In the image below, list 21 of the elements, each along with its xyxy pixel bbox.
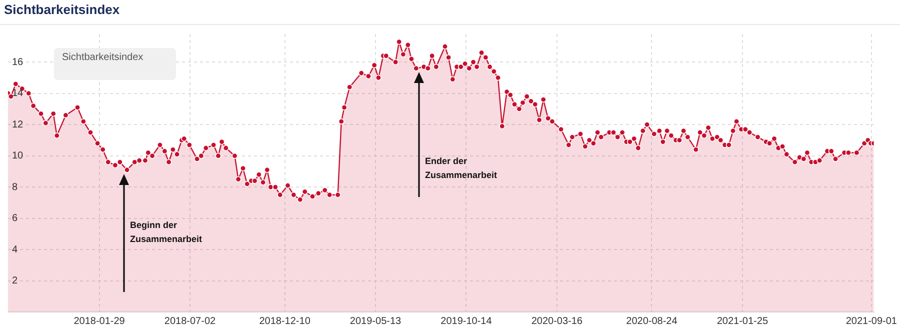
x-tick-label: 2020-08-24: [626, 316, 678, 327]
annotation: Beginn der Zusammenarbeit: [130, 219, 204, 246]
y-tick-label: 12: [12, 119, 24, 130]
chart-title: Sichtbarkeitsindex: [4, 2, 120, 17]
x-tick-label: 2021-09-01: [846, 316, 898, 327]
x-tick-label: 2019-05-13: [350, 316, 402, 327]
y-tick-label: 4: [12, 244, 18, 256]
y-tick-label: 14: [12, 88, 24, 100]
x-tick-label: 2020-03-16: [531, 316, 583, 327]
x-tick-label: 2021-01-25: [716, 316, 768, 327]
x-tick-label: 2018-12-10: [259, 316, 311, 327]
y-tick-label: 6: [12, 213, 18, 224]
x-tick-label: 2018-07-02: [164, 316, 216, 327]
y-tick-label: 2: [12, 276, 18, 287]
legend-panel: Sichtbarkeitsindex: [54, 48, 176, 80]
annotation: Ender der Zusammenarbeit: [425, 155, 498, 182]
y-tick-label: 10: [12, 150, 24, 162]
y-tick-label: 8: [12, 182, 18, 193]
y-tick-label: 16: [12, 56, 24, 68]
x-tick-label: 2018-01-29: [74, 316, 126, 327]
x-tick-label: 2019-10-14: [440, 316, 492, 327]
